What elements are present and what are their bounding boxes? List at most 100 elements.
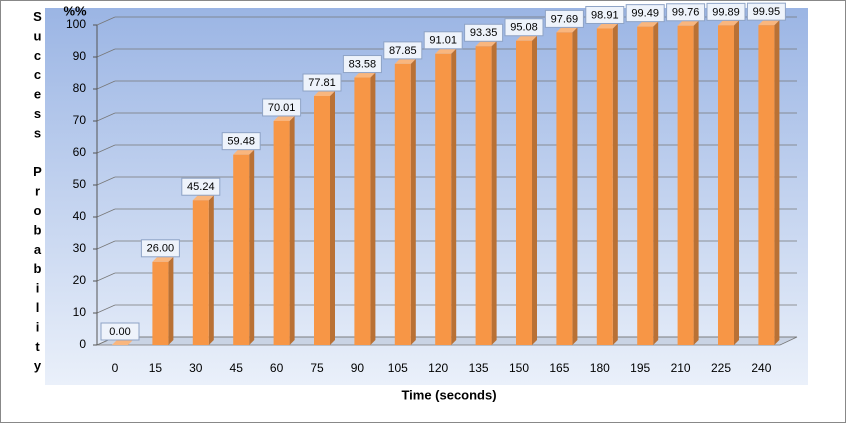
bar-side [612, 23, 618, 345]
grid-line [96, 112, 116, 122]
bar-side [168, 256, 174, 345]
y-tick-label: 60 [73, 145, 87, 159]
bar-side [774, 20, 780, 345]
grid-line [96, 48, 116, 58]
x-tick-label: 105 [388, 361, 408, 375]
y-tick-label: 30 [73, 241, 87, 255]
value-label: 99.89 [712, 6, 740, 18]
y-tick-label: 10 [73, 305, 87, 319]
bar-top [152, 256, 174, 262]
y-unit: %% [63, 3, 87, 18]
value-label-box [100, 322, 140, 341]
value-label: 59.48 [227, 136, 255, 148]
value-label: 99.95 [753, 6, 781, 18]
value-label: 0.00 [109, 326, 130, 338]
bar-top [556, 27, 578, 33]
y-tick-label: 50 [73, 177, 87, 191]
bar-side [572, 27, 578, 346]
bar [475, 46, 492, 345]
value-label-box [544, 9, 584, 28]
x-tick-label: 150 [509, 361, 529, 375]
x-tick-label: 165 [549, 361, 569, 375]
value-label: 97.69 [551, 13, 579, 25]
x-tick-label: 30 [189, 361, 203, 375]
bar [273, 120, 290, 345]
bar-side [249, 149, 255, 345]
y-tick-label: 70 [73, 113, 87, 127]
value-label: 95.08 [510, 22, 538, 34]
value-label-box [666, 3, 706, 22]
y-tick-label: 90 [73, 49, 87, 63]
value-label: 45.24 [187, 181, 215, 193]
x-tick-label: 180 [590, 361, 610, 375]
x-tick-label: 210 [671, 361, 691, 375]
value-label-box [706, 2, 746, 21]
x-tick-label: 60 [270, 361, 284, 375]
value-label: 87.85 [389, 45, 417, 57]
bar-top [354, 72, 376, 78]
y-tick-label: 0 [79, 337, 86, 351]
bar-top [475, 41, 497, 47]
grid-line [96, 80, 116, 90]
value-label-box [504, 18, 544, 37]
y-tick-label: 80 [73, 81, 87, 95]
bar-top [516, 35, 537, 41]
bar-side [370, 72, 376, 345]
value-label: 83.58 [349, 58, 377, 70]
bar-top [192, 195, 214, 201]
bar [637, 26, 654, 346]
value-label: 77.81 [308, 77, 336, 89]
value-label-box [140, 239, 180, 258]
grid-line [96, 16, 116, 26]
bar-side [451, 48, 457, 345]
grid-line [96, 272, 116, 282]
value-label-box [464, 23, 504, 42]
y-tick-label: 40 [73, 209, 87, 223]
value-label-box [423, 31, 463, 50]
x-tick-label: 45 [230, 361, 244, 375]
bar-top [637, 21, 659, 27]
value-label-box [342, 55, 382, 74]
x-tick-label: 0 [112, 361, 119, 375]
bar-top [233, 149, 255, 155]
value-label: 91.01 [429, 35, 457, 47]
bar-side [208, 195, 214, 345]
bar-top [718, 20, 739, 26]
x-tick-label: 75 [310, 361, 324, 375]
grid-line [96, 304, 116, 314]
y-tick-label: 100 [66, 17, 86, 31]
bar [435, 53, 452, 345]
bar [596, 28, 613, 345]
grid-line [96, 176, 116, 186]
x-axis-title: Time (seconds) [401, 387, 496, 402]
x-tick-label: 135 [469, 361, 489, 375]
grid-line [96, 208, 116, 218]
bar-top [596, 23, 618, 29]
bar-side [532, 35, 537, 346]
bar [192, 200, 209, 345]
bar-side [653, 21, 659, 346]
value-label-box [585, 5, 625, 24]
bar [758, 25, 775, 345]
x-tick-label: 225 [711, 361, 731, 375]
value-label: 93.35 [470, 27, 498, 39]
bar-top [435, 48, 457, 54]
bar-top [758, 20, 780, 26]
value-label: 98.91 [591, 9, 619, 21]
bar-top [273, 115, 295, 121]
value-label-box [625, 4, 665, 23]
grid-line [96, 240, 116, 250]
value-label: 99.76 [672, 7, 700, 19]
bar-side [693, 20, 699, 345]
value-label: 70.01 [268, 102, 296, 114]
x-tick-label: 240 [751, 361, 771, 375]
bar-side [330, 91, 335, 346]
bar [394, 63, 411, 345]
bar [516, 40, 532, 346]
value-label: 99.49 [631, 8, 659, 20]
value-label-box [746, 2, 786, 21]
bar [677, 25, 694, 345]
bar-side [410, 58, 416, 345]
